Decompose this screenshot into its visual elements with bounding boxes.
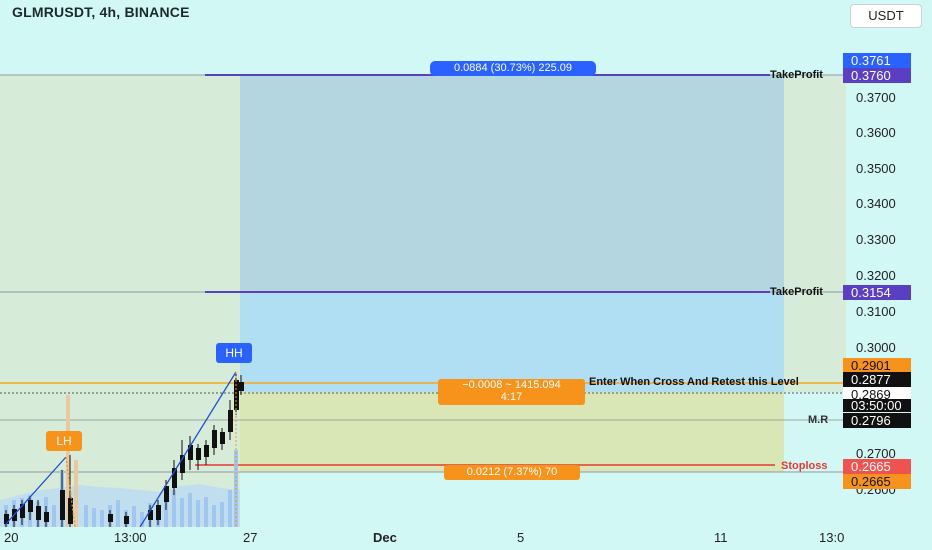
target-badge: 0.0884 (30.73%) 225.09	[430, 61, 596, 76]
chart-canvas	[0, 74, 846, 527]
time-tick: 13:00	[114, 530, 147, 545]
sl-price-2: 0.2665	[843, 474, 911, 489]
tp1-price: 0.3760	[843, 68, 911, 83]
candles	[4, 372, 244, 527]
trend-line-1	[4, 456, 67, 526]
price-tick: 0.3700	[856, 90, 896, 105]
price-tick: 0.3500	[856, 161, 896, 176]
time-tick: 5	[517, 530, 525, 545]
time-tick: Dec	[373, 530, 397, 545]
mr-text: M.R	[808, 414, 829, 426]
last-price: 0.2877	[843, 372, 911, 387]
right-zone	[784, 75, 846, 392]
time-axis[interactable]	[0, 527, 932, 550]
tp1-label: TakeProfit	[770, 69, 823, 81]
time-tick: 13:0	[819, 530, 845, 545]
countdown: 03:50:00	[843, 399, 911, 412]
tp1-badge-price: 0.3761	[843, 53, 911, 68]
entry-badge-line-1: −0.0008 ~ 1415.094	[462, 379, 561, 391]
left-zone-upper	[0, 75, 240, 292]
target-zone-lower	[240, 292, 784, 392]
price-tick: 0.3600	[856, 125, 896, 140]
entry-badge-line-2: 4:17	[500, 391, 523, 403]
target-zone-upper	[240, 75, 784, 292]
price-tick: 0.3300	[856, 232, 896, 247]
entry-badge: −0.0008 ~ 1415.094 4:17	[438, 379, 585, 405]
entry-text: Enter When Cross And Retest this Level	[589, 376, 799, 388]
sl-price: 0.2665	[843, 459, 911, 474]
price-tick: 0.3000	[856, 340, 896, 355]
tp2-price: 0.3154	[843, 285, 911, 300]
risk-zone	[240, 392, 784, 472]
price-tick: 0.3100	[856, 304, 896, 319]
entry-top-price: 0.2901	[843, 358, 911, 373]
stoploss-text: Stoploss	[781, 460, 828, 472]
currency-button[interactable]: USDT	[850, 4, 922, 28]
price-tick: 0.3400	[856, 196, 896, 211]
price-axis[interactable]	[846, 0, 932, 527]
tp2-label: TakeProfit	[770, 286, 823, 298]
time-tick: 11	[714, 530, 728, 545]
price-tick: 0.3200	[856, 268, 896, 283]
pivot-lh: LH	[46, 431, 82, 451]
current-price: 0.2869	[843, 387, 911, 402]
price-tick: 0.2700	[856, 446, 896, 461]
chart-area[interactable]: GLMRUSDT, 4h, BINANCE 0.0884 (30.73%) 22…	[0, 0, 846, 527]
time-tick: 20	[4, 530, 19, 545]
risk-badge: 0.0212 (7.37%) 70	[444, 465, 580, 480]
pivot-hh: HH	[216, 343, 252, 363]
time-tick: 27	[243, 530, 258, 545]
mr-price: 0.2796	[843, 413, 911, 428]
chart-title: GLMRUSDT, 4h, BINANCE	[12, 4, 190, 20]
trend-line-2	[139, 371, 237, 527]
